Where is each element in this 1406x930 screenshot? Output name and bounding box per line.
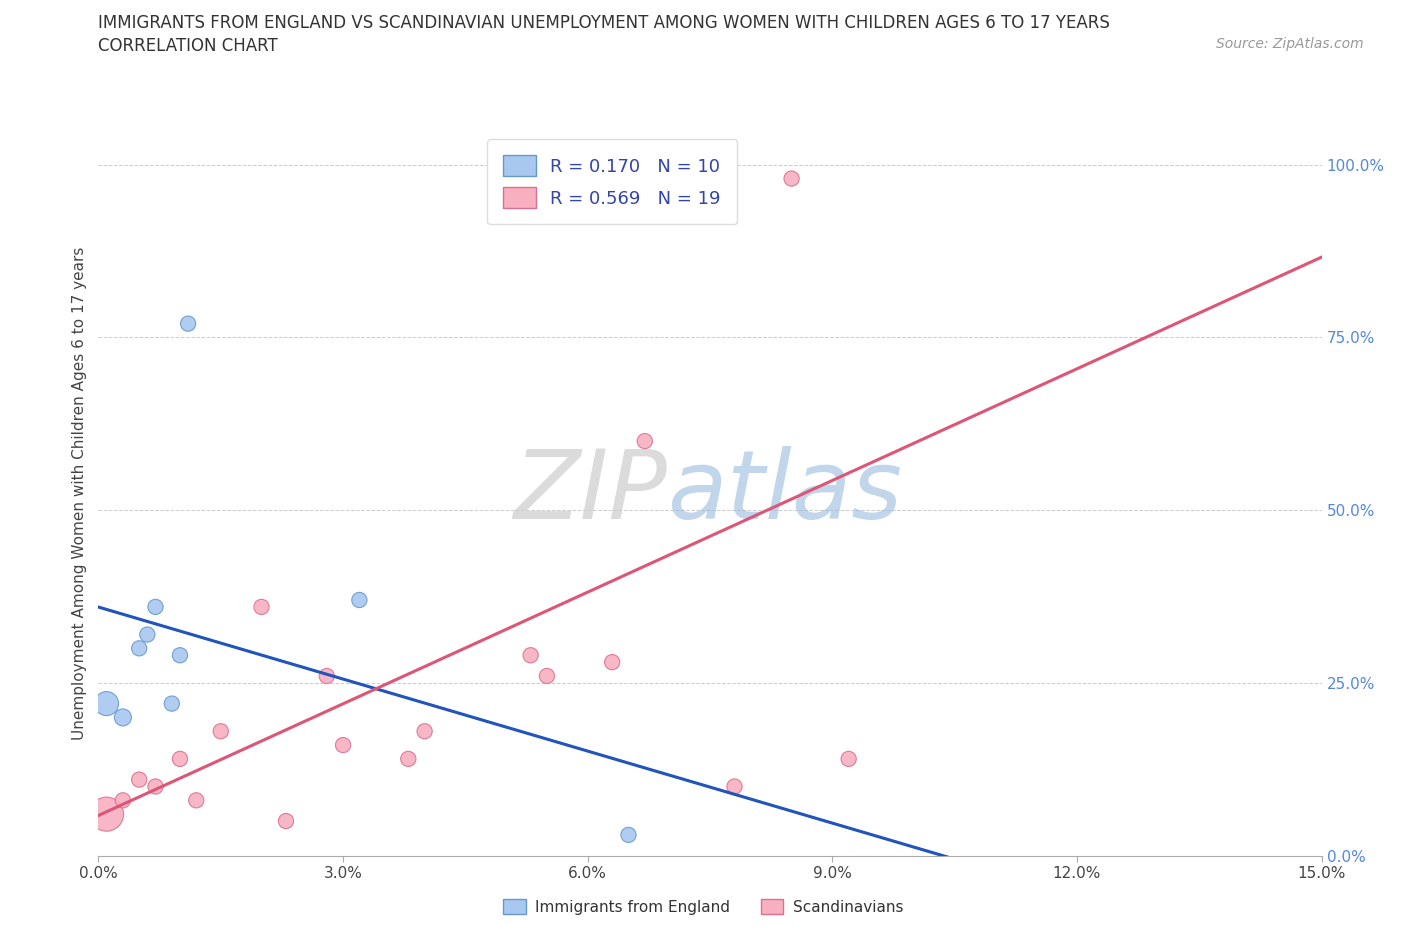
Point [838, 751, 860, 766]
Legend: Immigrants from England, Scandinavians: Immigrants from England, Scandinavians [495, 891, 911, 923]
Point [699, 171, 721, 186]
Text: atlas: atlas [668, 446, 903, 539]
Point [111, 793, 134, 808]
Text: Source: ZipAtlas.com: Source: ZipAtlas.com [1216, 37, 1364, 51]
Point [145, 600, 167, 615]
Point [250, 600, 273, 615]
Y-axis label: Unemployment Among Women with Children Ages 6 to 17 years: Unemployment Among Women with Children A… [72, 246, 87, 739]
Point [315, 669, 337, 684]
Text: IMMIGRANTS FROM ENGLAND VS SCANDINAVIAN UNEMPLOYMENT AMONG WOMEN WITH CHILDREN A: IMMIGRANTS FROM ENGLAND VS SCANDINAVIAN … [98, 14, 1111, 32]
Point [349, 592, 371, 607]
Point [617, 828, 640, 843]
Point [332, 737, 354, 752]
Point [209, 724, 232, 738]
Point [169, 648, 191, 663]
Point [600, 655, 623, 670]
Text: CORRELATION CHART: CORRELATION CHART [98, 37, 278, 55]
Point [177, 316, 200, 331]
Point [780, 171, 803, 186]
Point [96, 697, 118, 711]
Point [186, 793, 208, 808]
Point [396, 751, 419, 766]
Point [96, 806, 118, 821]
Point [723, 779, 745, 794]
Text: ZIP: ZIP [513, 446, 668, 539]
Legend: R = 0.170   N = 10, R = 0.569   N = 19: R = 0.170 N = 10, R = 0.569 N = 19 [488, 140, 737, 224]
Point [634, 433, 657, 448]
Point [413, 724, 436, 738]
Point [169, 751, 191, 766]
Point [111, 710, 134, 724]
Point [274, 814, 297, 829]
Point [160, 697, 183, 711]
Point [128, 641, 150, 656]
Point [536, 669, 558, 684]
Point [128, 772, 150, 787]
Point [136, 627, 159, 642]
Point [519, 648, 541, 663]
Point [145, 779, 167, 794]
